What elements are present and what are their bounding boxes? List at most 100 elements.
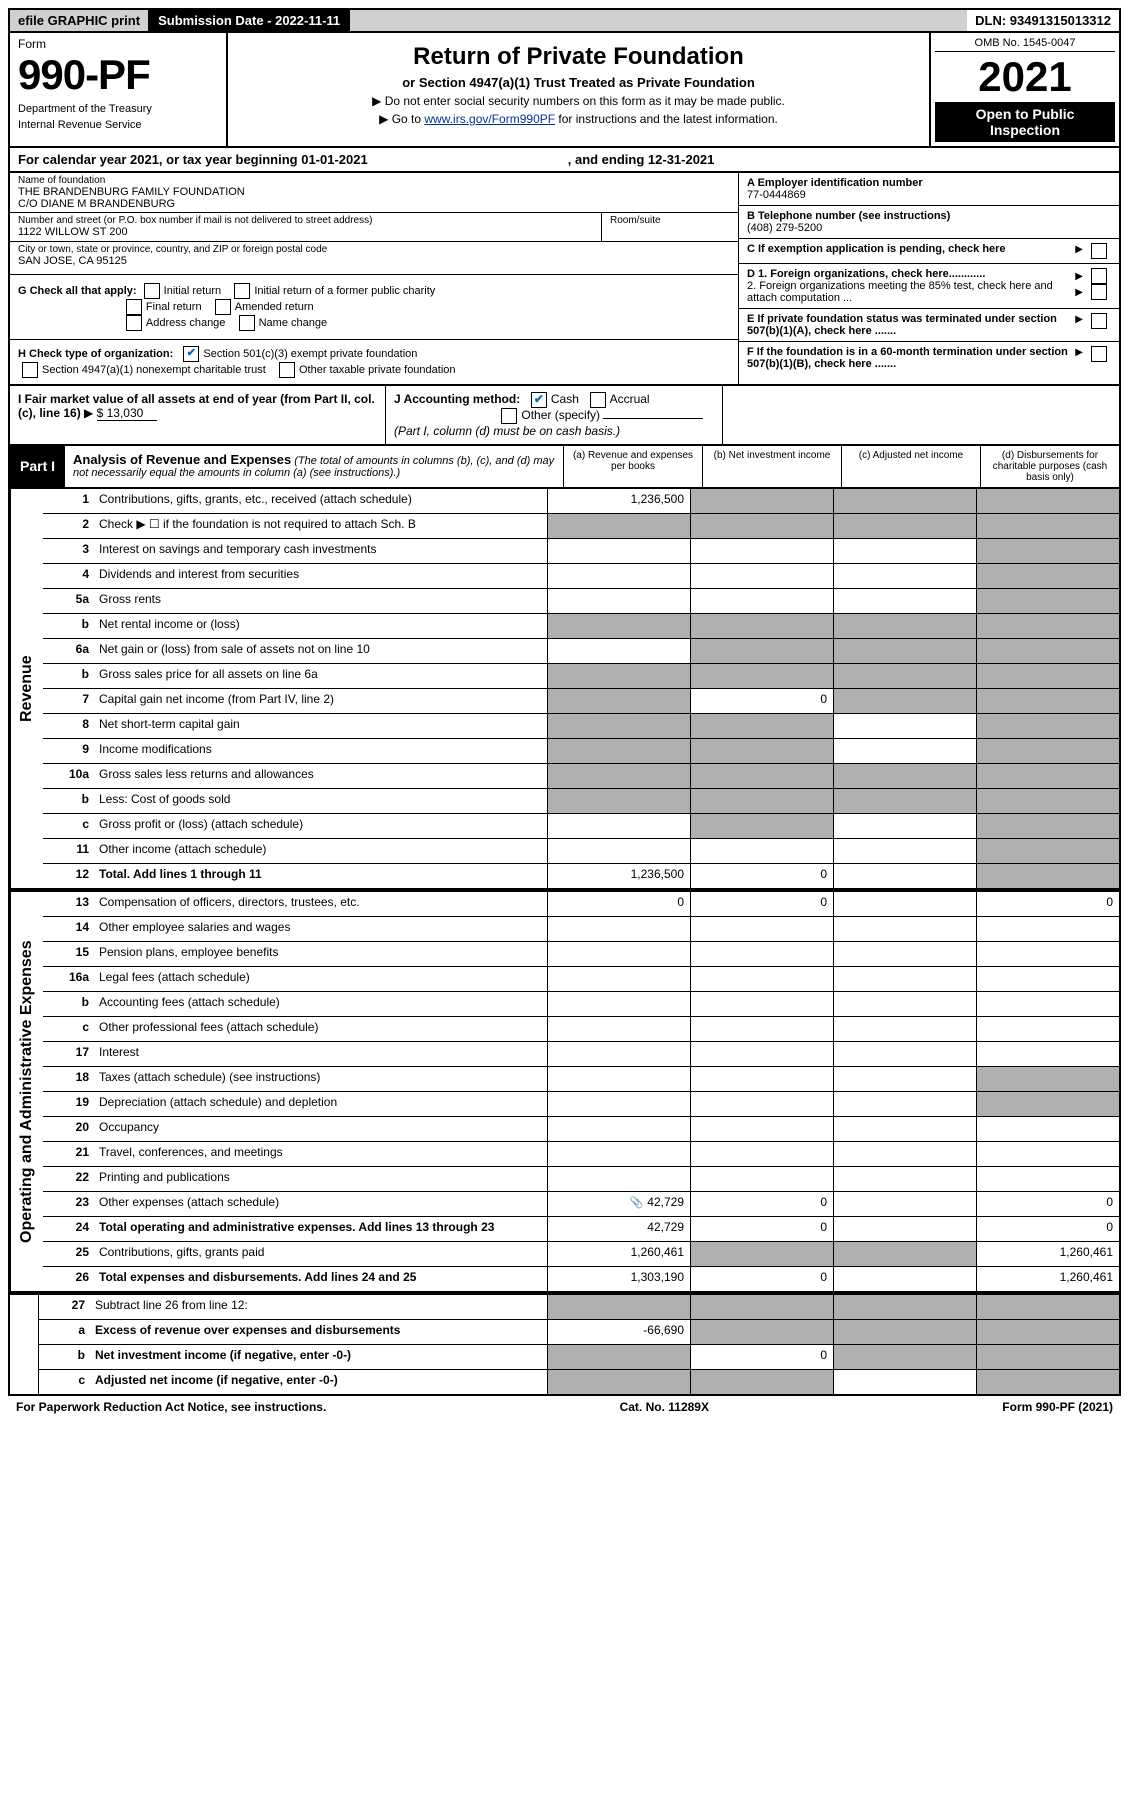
cell-d: [976, 564, 1119, 588]
row-10c: cGross profit or (loss) (attach schedule…: [43, 814, 1119, 839]
foundation-name-row: Name of foundation THE BRANDENBURG FAMIL…: [10, 173, 738, 213]
cb-c[interactable]: [1091, 243, 1107, 259]
row-12: 12Total. Add lines 1 through 111,236,500…: [43, 864, 1119, 888]
j-section: J Accounting method: Cash Accrual Other …: [386, 386, 723, 444]
cell-b: 0: [690, 892, 833, 916]
cb-d2[interactable]: [1091, 284, 1107, 300]
cell-b: [690, 639, 833, 663]
cell-d: 1,260,461: [976, 1267, 1119, 1291]
cell-c: [833, 589, 976, 613]
cb-amended[interactable]: [215, 299, 231, 315]
row-5b: bNet rental income or (loss): [43, 614, 1119, 639]
cb-f[interactable]: [1091, 346, 1107, 362]
cb-d1[interactable]: [1091, 268, 1107, 284]
row-16b: bAccounting fees (attach schedule): [43, 992, 1119, 1017]
line-num: 14: [43, 917, 95, 941]
cell-b: [690, 1142, 833, 1166]
cb-accrual[interactable]: [590, 392, 606, 408]
line-num: 1: [43, 489, 95, 513]
cb-501c3[interactable]: [183, 346, 199, 362]
line-num: 7: [43, 689, 95, 713]
line-num: c: [43, 1017, 95, 1041]
footer-center: Cat. No. 11289X: [620, 1400, 709, 1414]
cb-cash[interactable]: [531, 392, 547, 408]
cell-d: [976, 839, 1119, 863]
cb-initial-return[interactable]: [144, 283, 160, 299]
cb-other-taxable[interactable]: [279, 362, 295, 378]
cell-c: [833, 1295, 976, 1319]
line-num: 23: [43, 1192, 95, 1216]
line-num: 12: [43, 864, 95, 888]
line-num: 26: [43, 1267, 95, 1291]
line-num: 19: [43, 1092, 95, 1116]
row-19: 19Depreciation (attach schedule) and dep…: [43, 1092, 1119, 1117]
efile-label[interactable]: efile GRAPHIC print: [10, 10, 150, 31]
cell-b: [690, 1017, 833, 1041]
cell-a: [547, 789, 690, 813]
cell-a: [547, 1067, 690, 1091]
line-num: 8: [43, 714, 95, 738]
line-num: 4: [43, 564, 95, 588]
line-desc: Accounting fees (attach schedule): [95, 992, 547, 1016]
cell-d: [976, 1142, 1119, 1166]
arrow-icon: [1075, 270, 1087, 282]
row-8: 8Net short-term capital gain: [43, 714, 1119, 739]
cell-b: 0: [690, 1267, 833, 1291]
cell-d: [976, 1167, 1119, 1191]
cell-a: [547, 639, 690, 663]
cell-a: [547, 514, 690, 538]
cell-d: [976, 864, 1119, 888]
line-desc: Contributions, gifts, grants, etc., rece…: [95, 489, 547, 513]
cb-4947[interactable]: [22, 362, 38, 378]
cb-name-change[interactable]: [239, 315, 255, 331]
irs-link[interactable]: www.irs.gov/Form990PF: [424, 112, 555, 126]
info-left: Name of foundation THE BRANDENBURG FAMIL…: [10, 173, 738, 384]
form-title: Return of Private Foundation: [238, 43, 919, 71]
cell-c: [833, 1345, 976, 1369]
part1-header: Part I Analysis of Revenue and Expenses …: [8, 446, 1121, 489]
row-4: 4Dividends and interest from securities: [43, 564, 1119, 589]
line-num: b: [43, 992, 95, 1016]
cell-c: [833, 614, 976, 638]
row-25: 25Contributions, gifts, grants paid1,260…: [43, 1242, 1119, 1267]
cell-c: [833, 1042, 976, 1066]
cell-c: [833, 664, 976, 688]
dln-label: DLN: 93491315013312: [967, 10, 1119, 31]
line-desc: Interest on savings and temporary cash i…: [95, 539, 547, 563]
line-desc: Compensation of officers, directors, tru…: [95, 892, 547, 916]
cell-c: [833, 639, 976, 663]
cal-year-begin: For calendar year 2021, or tax year begi…: [18, 152, 368, 167]
cb-other-method[interactable]: [501, 408, 517, 424]
cell-a: [547, 1370, 690, 1394]
j-note: (Part I, column (d) must be on cash basi…: [394, 424, 620, 438]
cell-c: [833, 564, 976, 588]
line-num: b: [43, 614, 95, 638]
line-desc: Income modifications: [95, 739, 547, 763]
attach-icon[interactable]: [630, 1195, 648, 1209]
cell-a: [547, 967, 690, 991]
d1-label: D 1. Foreign organizations, check here..…: [747, 268, 985, 280]
line-desc: Net short-term capital gain: [95, 714, 547, 738]
cell-b: 0: [690, 1217, 833, 1241]
cell-c: [833, 892, 976, 916]
row-9: 9Income modifications: [43, 739, 1119, 764]
cell-a: [547, 564, 690, 588]
cb-address-change[interactable]: [126, 315, 142, 331]
cell-a: [547, 1142, 690, 1166]
cell-a: [547, 1167, 690, 1191]
row-13: 13Compensation of officers, directors, t…: [43, 892, 1119, 917]
dept-irs: Internal Revenue Service: [18, 119, 218, 131]
line-desc: Interest: [95, 1042, 547, 1066]
val: 42,729: [647, 1195, 684, 1209]
line-num: c: [39, 1370, 91, 1394]
cell-c: [833, 967, 976, 991]
cell-b: [690, 1042, 833, 1066]
arrow-icon: [1075, 286, 1087, 298]
cb-final-return[interactable]: [126, 299, 142, 315]
cell-b: 0: [690, 1345, 833, 1369]
cb-e[interactable]: [1091, 313, 1107, 329]
cb-initial-former[interactable]: [234, 283, 250, 299]
line-desc: Net investment income (if negative, ente…: [91, 1345, 547, 1369]
opt-amended: Amended return: [235, 301, 314, 313]
cell-b: 0: [690, 864, 833, 888]
